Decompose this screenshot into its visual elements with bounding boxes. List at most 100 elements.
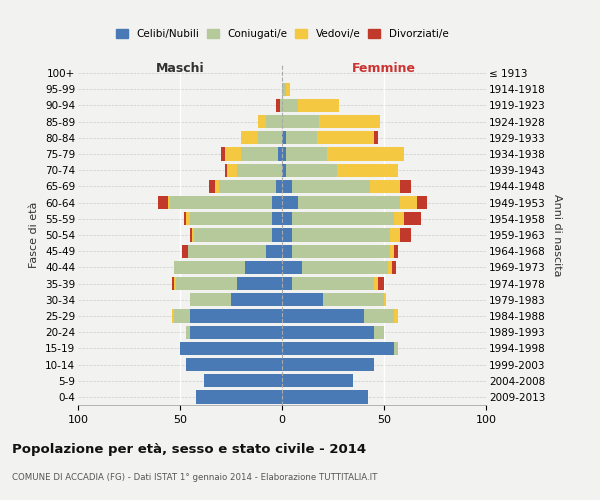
Bar xyxy=(298,196,400,209)
Bar xyxy=(282,148,286,160)
Bar xyxy=(186,358,282,371)
Bar xyxy=(282,342,394,355)
Bar xyxy=(282,131,286,144)
Bar xyxy=(292,212,394,226)
Text: Maschi: Maschi xyxy=(155,62,205,75)
Bar xyxy=(302,260,388,274)
Bar xyxy=(292,244,390,258)
Bar xyxy=(317,131,374,144)
Bar xyxy=(194,228,272,241)
Bar xyxy=(390,244,394,258)
Y-axis label: Fasce di età: Fasce di età xyxy=(29,202,40,268)
Bar xyxy=(174,260,245,274)
Text: Femmine: Femmine xyxy=(352,62,416,75)
Bar xyxy=(196,390,282,404)
Bar xyxy=(282,358,374,371)
Bar xyxy=(168,196,170,209)
Bar xyxy=(237,164,282,177)
Bar xyxy=(416,196,427,209)
Bar xyxy=(182,244,188,258)
Bar xyxy=(400,228,410,241)
Bar xyxy=(190,212,272,226)
Bar xyxy=(282,212,292,226)
Bar xyxy=(282,390,368,404)
Bar xyxy=(374,131,378,144)
Bar xyxy=(225,148,241,160)
Bar xyxy=(282,293,323,306)
Bar xyxy=(282,326,374,339)
Bar xyxy=(400,180,410,193)
Bar xyxy=(292,228,390,241)
Bar xyxy=(282,180,292,193)
Bar xyxy=(282,244,292,258)
Bar xyxy=(221,148,225,160)
Bar xyxy=(384,293,386,306)
Bar xyxy=(272,196,282,209)
Bar xyxy=(278,148,282,160)
Bar xyxy=(286,148,327,160)
Bar xyxy=(282,115,319,128)
Bar xyxy=(190,293,231,306)
Bar xyxy=(184,212,186,226)
Bar xyxy=(188,244,266,258)
Bar xyxy=(209,180,215,193)
Bar xyxy=(272,228,282,241)
Text: COMUNE DI ACCADIA (FG) - Dati ISTAT 1° gennaio 2014 - Elaborazione TUTTITALIA.IT: COMUNE DI ACCADIA (FG) - Dati ISTAT 1° g… xyxy=(12,473,377,482)
Bar xyxy=(400,196,416,209)
Bar xyxy=(282,374,353,388)
Bar xyxy=(392,260,396,274)
Bar xyxy=(404,212,421,226)
Bar xyxy=(266,115,282,128)
Bar xyxy=(286,131,317,144)
Bar xyxy=(394,310,398,322)
Bar xyxy=(292,180,370,193)
Bar xyxy=(176,277,237,290)
Bar xyxy=(276,99,280,112)
Bar xyxy=(219,180,276,193)
Bar xyxy=(190,326,282,339)
Bar xyxy=(374,326,384,339)
Bar xyxy=(172,310,174,322)
Bar xyxy=(237,277,282,290)
Bar xyxy=(394,244,398,258)
Bar xyxy=(266,244,282,258)
Bar xyxy=(282,310,364,322)
Bar xyxy=(390,228,400,241)
Bar xyxy=(190,310,282,322)
Bar xyxy=(388,260,392,274)
Bar xyxy=(190,228,192,241)
Bar xyxy=(378,277,384,290)
Bar xyxy=(286,164,337,177)
Bar xyxy=(227,164,237,177)
Bar xyxy=(364,310,394,322)
Bar xyxy=(327,148,404,160)
Bar xyxy=(282,196,298,209)
Bar xyxy=(394,342,398,355)
Bar xyxy=(158,196,168,209)
Bar xyxy=(298,99,339,112)
Bar xyxy=(319,115,380,128)
Bar xyxy=(323,293,384,306)
Bar xyxy=(276,180,282,193)
Bar xyxy=(292,277,374,290)
Bar xyxy=(170,196,272,209)
Bar xyxy=(231,293,282,306)
Bar xyxy=(174,277,176,290)
Bar xyxy=(241,148,278,160)
Text: Popolazione per età, sesso e stato civile - 2014: Popolazione per età, sesso e stato civil… xyxy=(12,442,366,456)
Bar xyxy=(186,326,190,339)
Bar xyxy=(205,374,282,388)
Bar xyxy=(215,180,219,193)
Bar xyxy=(282,260,302,274)
Legend: Celibi/Nubili, Coniugati/e, Vedovi/e, Divorziati/e: Celibi/Nubili, Coniugati/e, Vedovi/e, Di… xyxy=(113,26,451,42)
Bar xyxy=(257,115,266,128)
Y-axis label: Anni di nascita: Anni di nascita xyxy=(552,194,562,276)
Bar xyxy=(286,82,290,96)
Bar xyxy=(174,310,190,322)
Bar xyxy=(370,180,400,193)
Bar xyxy=(282,277,292,290)
Bar xyxy=(172,277,174,290)
Bar xyxy=(272,212,282,226)
Bar xyxy=(280,99,282,112)
Bar xyxy=(282,164,286,177)
